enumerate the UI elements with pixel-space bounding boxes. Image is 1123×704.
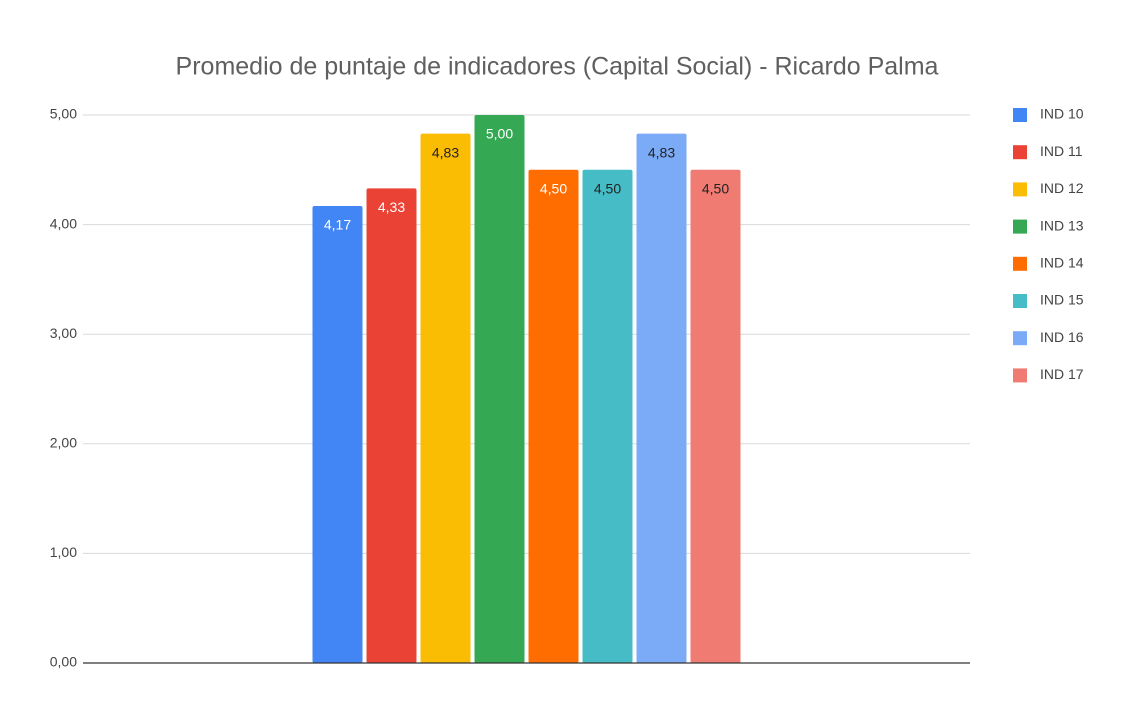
chart-title: Promedio de puntaje de indicadores (Capi… bbox=[176, 53, 939, 81]
legend-swatch bbox=[1013, 182, 1027, 197]
legend-swatch bbox=[1013, 331, 1027, 346]
bar bbox=[582, 169, 633, 664]
legend-swatch bbox=[1013, 108, 1027, 122]
data-label: 4,83 bbox=[432, 144, 459, 160]
data-label: 4,50 bbox=[540, 181, 567, 197]
data-label: 4,50 bbox=[702, 181, 729, 197]
legend-swatch bbox=[1013, 294, 1027, 308]
bar bbox=[420, 133, 471, 663]
bar bbox=[636, 133, 687, 663]
legend-swatch bbox=[1013, 219, 1027, 234]
legend-label: IND 17 bbox=[1040, 366, 1084, 382]
legend-swatch bbox=[1013, 256, 1027, 271]
bar bbox=[528, 169, 579, 664]
bar bbox=[474, 115, 525, 663]
y-tick-label: 2,00 bbox=[50, 435, 77, 451]
data-label: 4,50 bbox=[594, 181, 621, 197]
bar bbox=[690, 169, 741, 664]
data-label: 4,83 bbox=[648, 144, 675, 160]
y-tick-label: 3,00 bbox=[50, 325, 77, 341]
legend-swatch bbox=[1013, 145, 1027, 160]
legend-label: IND 10 bbox=[1040, 106, 1084, 122]
data-label: 5,00 bbox=[486, 126, 513, 142]
legend-label: IND 13 bbox=[1040, 217, 1084, 233]
legend-label: IND 14 bbox=[1040, 255, 1084, 271]
bar bbox=[312, 205, 363, 663]
legend-label: IND 16 bbox=[1040, 329, 1084, 345]
y-tick-label: 4,00 bbox=[50, 215, 77, 231]
bar bbox=[366, 188, 417, 663]
legend-swatch bbox=[1013, 368, 1027, 383]
legend-label: IND 15 bbox=[1040, 292, 1084, 308]
y-tick-label: 5,00 bbox=[50, 106, 77, 122]
legend-label: IND 12 bbox=[1040, 180, 1084, 196]
legend-label: IND 11 bbox=[1040, 143, 1083, 159]
y-tick-label: 0,00 bbox=[50, 654, 77, 670]
data-label: 4,17 bbox=[324, 217, 351, 233]
y-tick-label: 1,00 bbox=[50, 544, 77, 560]
data-label: 4,33 bbox=[378, 199, 405, 215]
